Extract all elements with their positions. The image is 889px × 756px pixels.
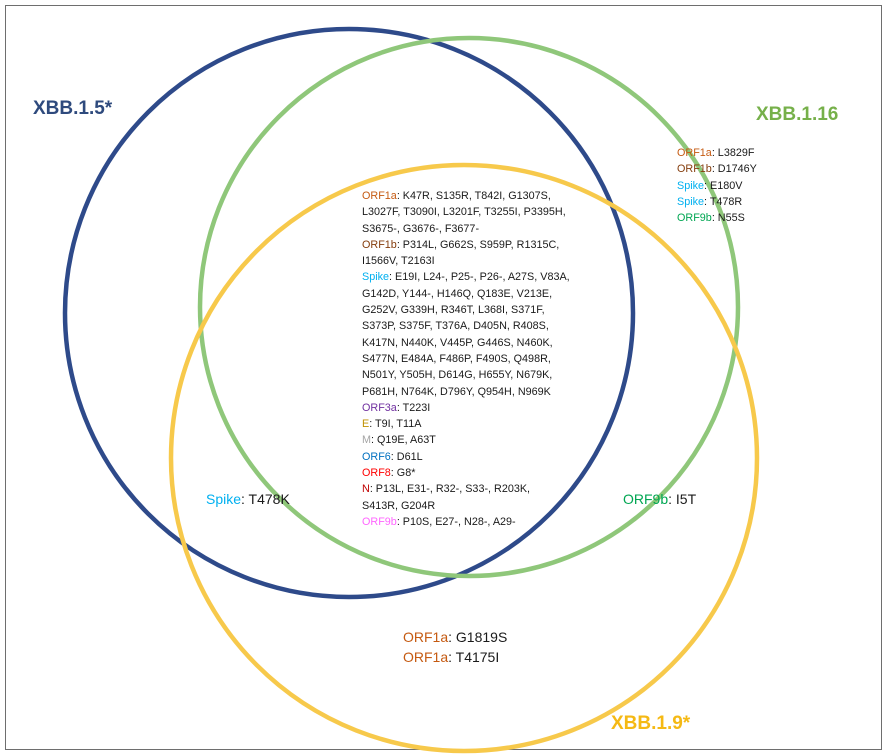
mutation-line: G252V, G339H, R346T, L368I, S371F, [362,302,570,318]
region-xbb116-xbb19: ORF9b: I5T [623,489,696,509]
gene-label: Spike [677,195,705,208]
mutation-list: : K47R, S135R, T842I, G1307S, [396,190,551,202]
gene-label: ORF1a [677,147,712,159]
region-xbb116-only: ORF1a: L3829F ORF1b: D1746Y Spike: E180V Sp… [677,145,757,226]
gene-label: ORF8 [362,467,391,480]
mutation-list: P681H, N764K, D796Y, Q954H, N969K [362,385,551,398]
mutation-line: ORF1a: K47R, S135R, T842I, G1307S, [362,188,570,204]
mutation-line: ORF9b: N55S [677,210,757,226]
mutation-list: : D61L [390,450,423,463]
mutation-list: : T4175I [448,649,500,665]
mutation-line: Spike: T478K [206,489,290,509]
mutation-line: I1566V, T2163I [362,253,570,269]
gene-label: Spike [677,179,705,192]
set-circle-xbb116 [197,35,741,579]
set-circle-xbb19 [168,162,760,754]
mutation-line: ORF1a: T4175I [403,647,507,667]
mutation-list: : T9I, T11A [369,418,422,431]
mutation-line: ORF9b: P10S, E27-, N28-, A29- [362,514,570,530]
mutation-line: S373P, S375F, T376A, D405N, R408S, [362,318,570,334]
mutation-line: K417N, N440K, V445P, G446S, N460K, [362,335,570,351]
mutation-list: : P10S, E27-, N28-, A29- [396,515,516,528]
mutation-line: N501Y, Y505H, D614G, H655Y, N679K, [362,367,570,383]
mutation-list: : I5T [668,491,697,507]
mutation-line: S3675-, G3676-, F3677- [362,221,570,237]
mutation-line: ORF1b: D1746Y [677,161,757,177]
gene-label: Spike [362,271,390,284]
mutation-line: M: Q19E, A63T [362,432,570,448]
mutation-line: N: P13L, E31-, R32-, S33-, R203K, [362,481,570,497]
gene-label: ORF9b [623,491,669,507]
mutation-line: P681H, N764K, D796Y, Q954H, N969K [362,384,570,400]
region-xbb19-only: ORF1a: G1819S ORF1a: T4175I [403,627,507,667]
mutation-line: S477N, E484A, F486P, F490S, Q498R, [362,351,570,367]
diagram-frame [5,5,882,750]
mutation-line: L3027F, T3090I, L3201F, T3255I, P3395H, [362,204,570,220]
gene-label: ORF1a [403,649,449,665]
mutation-list: : Q19E, A63T [371,434,436,447]
mutation-line: ORF3a: T223I [362,400,570,416]
mutation-list: S373P, S375F, T376A, D405N, R408S, [362,320,549,333]
gene-label: N [362,483,370,496]
gene-label: ORF3a [362,401,397,414]
mutation-list: S413R, G204R [362,499,436,512]
mutation-list: K417N, N440K, V445P, G446S, N460K, [362,336,553,349]
gene-label: E [362,418,370,431]
set-label-xbb19: XBB.1.9* [611,713,691,734]
mutation-list: : G1819S [448,629,508,645]
mutation-list: : L3829F [711,147,755,159]
gene-label: ORF9b [362,515,397,528]
region-all-three: ORF1a: K47R, S135R, T842I, G1307S, L3027F… [362,188,570,530]
mutation-list: : G8* [390,467,416,480]
mutation-list: : T478R [704,195,743,208]
mutation-line: G142D, Y144-, H146Q, Q183E, V213E, [362,286,570,302]
mutation-list: G252V, G339H, R346T, L368I, S371F, [362,304,545,317]
mutation-list: S3675-, G3676-, F3677- [362,222,480,235]
mutation-list: I1566V, T2163I [362,255,435,268]
mutation-line: ORF8: G8* [362,465,570,481]
gene-label: ORF1b [362,238,397,251]
set-label-xbb116: XBB.1.16 [756,104,839,125]
mutation-list: : N55S [711,212,745,225]
mutation-line: ORF1b: P314L, G662S, S959P, R1315C, [362,237,570,253]
set-circle-xbb15 [62,26,636,600]
mutation-line: ORF6: D61L [362,449,570,465]
mutation-list: : D1746Y [711,163,757,176]
gene-label: ORF9b [677,212,712,225]
region-xbb15-xbb19: Spike: T478K [206,489,290,509]
mutation-line: ORF9b: I5T [623,489,696,509]
mutation-line: Spike: E180V [677,178,757,194]
gene-label: M [362,434,371,447]
mutation-line: Spike: E19I, L24-, P25-, P26-, A27S, V83… [362,269,570,285]
mutation-line: ORF1a: G1819S [403,627,507,647]
gene-label: Spike [206,491,242,507]
gene-label: ORF1a [362,190,397,202]
mutation-list: N501Y, Y505H, D614G, H655Y, N679K, [362,369,553,382]
mutation-list: : E19I, L24-, P25-, P26-, A27S, V83A, [389,271,570,284]
mutation-list: L3027F, T3090I, L3201F, T3255I, P3395H, [362,206,566,219]
mutation-list: : T223I [396,401,431,414]
mutation-list: S477N, E484A, F486P, F490S, Q498R, [362,352,551,365]
mutation-line: S413R, G204R [362,498,570,514]
gene-label: ORF1b [677,163,712,176]
mutation-list: : P13L, E31-, R32-, S33-, R203K, [369,483,531,496]
mutation-list: : E180V [704,179,743,192]
set-label-xbb15: XBB.1.5* [33,98,113,119]
mutation-line: ORF1a: L3829F [677,145,757,161]
gene-label: ORF1a [403,629,449,645]
mutation-line: Spike: T478R [677,194,757,210]
mutation-list: : T478K [241,491,290,507]
mutation-list: G142D, Y144-, H146Q, Q183E, V213E, [362,287,553,300]
mutation-line: E: T9I, T11A [362,416,570,432]
mutation-list: : P314L, G662S, S959P, R1315C, [396,238,560,251]
gene-label: ORF6 [362,450,391,463]
